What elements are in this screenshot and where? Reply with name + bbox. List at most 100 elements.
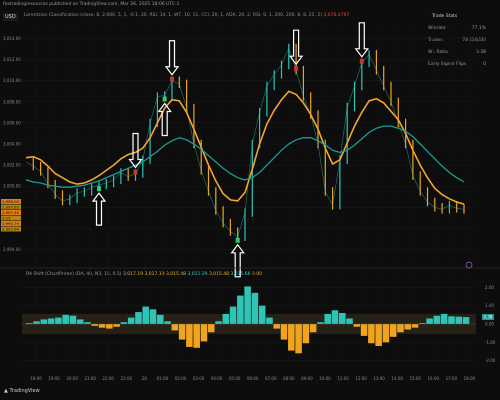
time-tick-label: 17:00 xyxy=(446,376,458,381)
down-arrow-icon xyxy=(164,40,180,76)
time-tick-label: 03:00 xyxy=(193,376,205,381)
stat-value: 77.1% xyxy=(471,26,486,31)
oscillator-bar xyxy=(462,317,470,324)
replay-marker-icon xyxy=(465,261,473,269)
moving-average-line xyxy=(25,125,465,188)
oscillator-bar xyxy=(113,324,120,327)
oscillator-bar xyxy=(397,324,404,333)
oscillator-bar xyxy=(353,324,361,327)
price-tick-label: 3,006.00 xyxy=(3,120,21,125)
time-tick-label: 15:00 xyxy=(409,376,421,381)
stat-label: Trades xyxy=(428,38,443,43)
oscillator-bar xyxy=(106,324,113,329)
oscillator-bar xyxy=(127,317,135,324)
stat-row-early-flips: Early Signal Flips 0 xyxy=(426,62,486,67)
oscillator-bar xyxy=(411,324,419,328)
time-tick-label: 09:00 xyxy=(301,376,313,381)
oscillator-value: 3,017.19 xyxy=(123,272,144,277)
time-tick-label: 01:00 xyxy=(157,376,169,381)
time-tick-label: 18:00 xyxy=(30,376,42,381)
oscillator-value: 0.00 xyxy=(251,272,262,277)
current-price-tag xyxy=(1,215,21,221)
oscillator-bar xyxy=(419,323,426,324)
price-tick-label: 3,010.00 xyxy=(3,78,21,83)
sell-signal-marker xyxy=(170,76,174,82)
oscillator-tick-label: 2.00 xyxy=(485,285,494,290)
oscillator-bar xyxy=(375,324,382,346)
oscillator-name: RA Shift (ChartPrime) (DA, 40, N3, 15, 0… xyxy=(26,272,122,277)
price-tick-label: 2,994.00 xyxy=(3,247,21,252)
oscillator-tick-label: 0.00 xyxy=(485,322,494,327)
indicator-name: Lorentzian Classification (close, 8, 2,0… xyxy=(24,13,322,18)
oscillator-bar xyxy=(309,324,317,333)
time-tick-label: 22:00 xyxy=(102,376,114,381)
price-tick-label: 3,000.00 xyxy=(3,184,21,189)
oscillator-tick-label: -2.00 xyxy=(485,358,496,363)
oscillator-bar xyxy=(426,318,433,324)
time-tick-label: 20:00 xyxy=(66,376,78,381)
buy-signal-marker xyxy=(97,186,101,192)
oscillator-bar xyxy=(288,324,295,351)
up-arrow-icon xyxy=(230,243,245,278)
indicator-legend[interactable]: Lorentzian Classification (close, 8, 2,0… xyxy=(24,13,349,18)
current-price-label: 2,997.83 xyxy=(2,205,19,210)
price-tick-label: 3,014.00 xyxy=(3,36,21,41)
oscillator-bar xyxy=(84,322,91,324)
oscillator-bar xyxy=(338,313,346,324)
current-price-label: 3:15 xyxy=(2,216,11,221)
oscillator-bar xyxy=(389,324,397,337)
time-tick-label: 02:00 xyxy=(175,376,187,381)
price-tick-label: 3,012.00 xyxy=(3,57,21,62)
oscillator-bar xyxy=(324,313,331,324)
indicator-value: 3,076.4797 xyxy=(323,13,350,18)
buy-signal-marker xyxy=(162,96,167,102)
oscillator-bar xyxy=(404,324,412,330)
oscillator-bar xyxy=(440,313,448,324)
oscillator-bar xyxy=(331,310,339,324)
oscillator-bar xyxy=(120,322,128,324)
time-tick-label: 18:00 xyxy=(464,376,476,381)
oscillator-bar xyxy=(76,319,84,324)
oscillator-bar xyxy=(33,321,40,324)
down-arrow-icon xyxy=(354,22,369,58)
current-price-tag xyxy=(1,199,21,204)
oscillator-bar xyxy=(433,315,441,324)
current-price-label: 2,997.45 xyxy=(2,210,19,215)
oscillator-bar xyxy=(273,324,281,329)
time-tick-label: 05:00 xyxy=(229,376,241,381)
kernel-regression-line xyxy=(25,90,465,205)
oscillator-bar xyxy=(244,286,251,324)
stat-value: 78 (54|16) xyxy=(462,38,486,43)
up-arrow-icon xyxy=(157,102,172,137)
current-price-tag xyxy=(1,221,21,226)
oscillator-bar xyxy=(229,306,237,324)
oscillator-bar xyxy=(69,315,77,324)
oscillator-bar xyxy=(207,324,215,333)
oscillator-bar xyxy=(62,314,69,324)
oscillator-bar xyxy=(215,321,222,324)
oscillator-bar xyxy=(295,324,302,354)
time-tick-label: 23:00 xyxy=(121,376,133,381)
oscillator-value: 3,017.19 xyxy=(144,272,165,277)
time-tick-label: 21:00 xyxy=(84,376,96,381)
time-tick-label: 10:00 xyxy=(319,376,331,381)
trade-stats-title: Trade Stats xyxy=(432,14,458,19)
oscillator-bar xyxy=(98,324,106,328)
time-tick-label: 16:00 xyxy=(428,376,440,381)
oscillator-bar xyxy=(368,324,375,344)
sell-signal-marker xyxy=(133,169,138,175)
oscillator-bar xyxy=(280,324,288,340)
stat-row-trades: Trades 78 (54|16) xyxy=(426,38,486,43)
symbol-badge[interactable]: USD xyxy=(3,13,18,21)
sell-signal-marker xyxy=(359,58,364,64)
stat-value: 3.38 xyxy=(475,50,486,55)
buy-signal-marker xyxy=(235,237,240,243)
oscillator-last-value-tag xyxy=(482,314,494,321)
current-price-label: 2,995.64 xyxy=(2,227,19,232)
tradingview-logo: ▲ TradingView xyxy=(4,388,40,394)
oscillator-bar xyxy=(91,324,99,326)
oscillator-bar xyxy=(186,324,193,347)
current-price-tag xyxy=(1,210,21,215)
oscillator-bar xyxy=(171,324,179,331)
